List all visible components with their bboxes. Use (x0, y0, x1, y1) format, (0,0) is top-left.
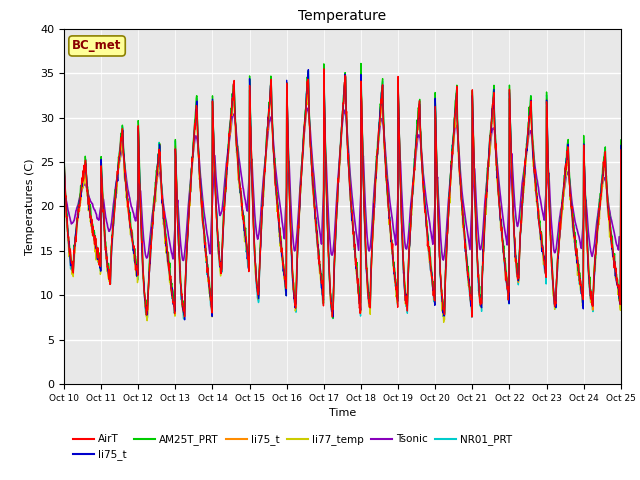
Text: BC_met: BC_met (72, 39, 122, 52)
X-axis label: Time: Time (329, 408, 356, 418)
Y-axis label: Temperatures (C): Temperatures (C) (24, 158, 35, 255)
Legend: AirT, li75_t, AM25T_PRT, li75_t, li77_temp, Tsonic, NR01_PRT: AirT, li75_t, AM25T_PRT, li75_t, li77_te… (69, 430, 516, 465)
Title: Temperature: Temperature (298, 10, 387, 24)
